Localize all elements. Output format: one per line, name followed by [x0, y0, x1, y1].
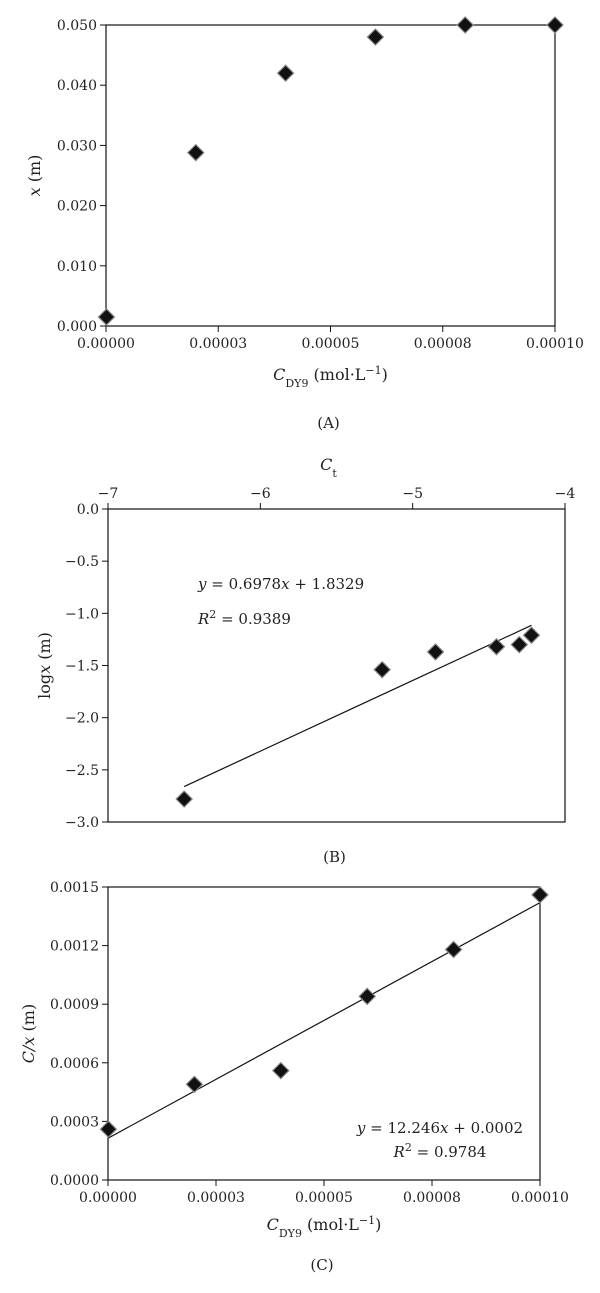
x-tick-label: 0.00000	[79, 1190, 137, 1206]
chart-a: 0.000 0.010 0.020 0.030 0.040 0.050 0.00000 0.0…	[25, 16, 584, 432]
plot-frame	[105, 24, 556, 327]
x-axis-label: CDY9 (mol·L−1)	[273, 364, 388, 390]
data-point	[546, 16, 564, 34]
top-x-axis-label: Ct	[320, 455, 337, 480]
x-tick-label: −7	[98, 486, 119, 502]
data-point	[522, 626, 541, 645]
data-point	[358, 987, 377, 1006]
x-tick-label: 0.00003	[187, 1190, 245, 1206]
data-point	[271, 1061, 290, 1080]
data-point	[456, 16, 475, 34]
y-axis-label: C/x (m)	[19, 1004, 38, 1063]
fit-line	[108, 902, 541, 1139]
chart-c: 0.0000 0.0003 0.0006 0.0009 0.0012 0.0015 0.00…	[19, 880, 569, 1274]
panel-caption: (C)	[310, 1256, 333, 1274]
y-tick-label: 0.000	[57, 319, 97, 335]
data-point	[444, 940, 463, 959]
data-point	[186, 143, 205, 162]
y-tick-label: 0.0012	[50, 939, 99, 955]
data-point	[185, 1075, 204, 1094]
x-tick-label: 0.00010	[526, 336, 584, 352]
x-axis-label: CDY9 (mol·L−1)	[267, 1214, 382, 1240]
data-point	[99, 1120, 118, 1139]
y-tick-label: 0.0015	[50, 880, 99, 896]
chart-b: 0.0 −0.5 −1.0 −1.5 −2.0 −2.5 −3.0 −7 −6 −5 −4 Ct log…	[35, 455, 575, 866]
y-tick-label: 0.0006	[50, 1056, 99, 1072]
fit-equation: y = 0.6978x + 1.8329	[197, 575, 364, 593]
x-tick-label: 0.00005	[295, 1190, 353, 1206]
y-tick-label: 0.0000	[50, 1173, 99, 1189]
x-tick-label: 0.00005	[302, 336, 360, 352]
y-tick-label: 0.0009	[50, 997, 99, 1013]
y-tick-label: 0.050	[57, 18, 97, 34]
plot-frame	[107, 508, 566, 823]
data-point	[276, 64, 295, 83]
panel-caption: (B)	[323, 848, 346, 866]
y-tick-label: 0.020	[57, 199, 97, 215]
panel-caption: (A)	[317, 414, 340, 432]
y-axis-label: logx (m)	[35, 632, 54, 699]
data-point	[97, 308, 116, 326]
fit-r-squared: R2 = 0.9784	[393, 1141, 487, 1162]
x-tick-label: −6	[250, 486, 271, 502]
x-tick-label: 0.00003	[189, 336, 247, 352]
x-tick-label: 0.00000	[77, 336, 135, 352]
data-point	[175, 790, 194, 808]
y-tick-label: −2.5	[65, 763, 99, 779]
data-point	[531, 885, 549, 904]
y-tick-label: 0.040	[57, 78, 97, 94]
data-point	[366, 28, 385, 46]
x-tick-label: 0.00010	[511, 1190, 569, 1206]
y-tick-label: 0.010	[57, 259, 97, 275]
y-tick-label: −3.0	[65, 815, 99, 831]
x-tick-label: 0.00008	[414, 336, 472, 352]
data-point	[487, 637, 506, 656]
data-point	[426, 643, 445, 661]
data-point	[510, 635, 529, 654]
y-tick-label: 0.030	[57, 138, 97, 154]
y-tick-label: −2.0	[65, 711, 99, 727]
data-point	[373, 660, 392, 679]
x-tick-label: −4	[555, 486, 576, 502]
y-axis-label: x (m)	[25, 155, 44, 197]
x-tick-label: −5	[402, 486, 423, 502]
fit-r-squared: R2 = 0.9389	[197, 608, 291, 629]
x-tick-label: 0.00008	[403, 1190, 461, 1206]
fit-line	[183, 624, 532, 788]
y-tick-label: 0.0	[77, 502, 99, 518]
y-tick-label: −0.5	[65, 554, 99, 570]
y-tick-label: −1.5	[65, 659, 99, 675]
y-tick-label: −1.0	[65, 606, 99, 622]
fit-equation: y = 12.246x + 0.0002	[356, 1119, 523, 1137]
y-tick-label: 0.0003	[50, 1114, 99, 1130]
